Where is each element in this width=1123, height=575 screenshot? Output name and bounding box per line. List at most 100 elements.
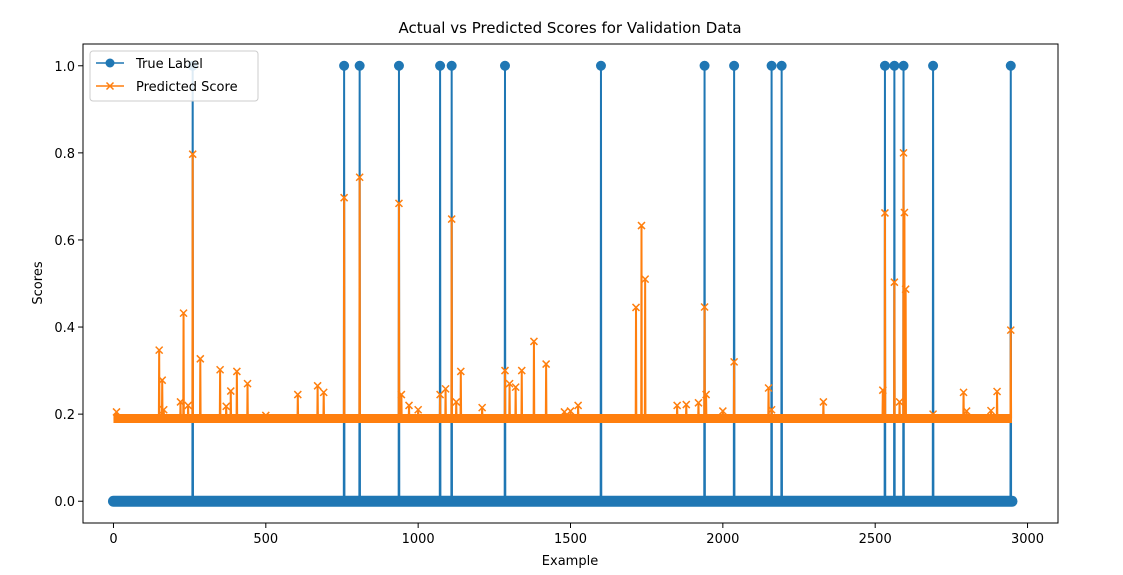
true-label-series xyxy=(107,60,1018,507)
predicted-score-point xyxy=(574,401,583,410)
chart-title: Actual vs Predicted Scores for Validatio… xyxy=(398,19,741,37)
predicted-score-point xyxy=(404,401,414,410)
predicted-score-point xyxy=(232,367,241,376)
legend-label-predicted-score: Predicted Score xyxy=(136,80,238,95)
predicted-score-point xyxy=(986,406,995,415)
y-axis-label: Scores xyxy=(31,261,46,304)
predicted-score-point xyxy=(226,387,235,396)
predicted-score-point xyxy=(112,407,121,416)
plot-area xyxy=(107,60,1018,507)
predicted-score-point xyxy=(900,208,909,217)
predicted-score-point xyxy=(529,337,538,346)
y-axis: 0.0 0.2 0.4 0.6 0.8 1.0 xyxy=(54,60,83,510)
predicted-score-point xyxy=(767,405,776,414)
predicted-score-point xyxy=(500,366,510,375)
legend-marker-true-label xyxy=(105,58,115,68)
predicted-score-point xyxy=(641,275,650,284)
predicted-score-point xyxy=(340,193,349,202)
predicted-score-point xyxy=(179,309,188,318)
y-tick-label: 1.0 xyxy=(54,60,75,75)
predicted-score-series xyxy=(112,148,1015,423)
predicted-score-point xyxy=(447,215,456,224)
predicted-score-point xyxy=(901,285,910,294)
x-tick-label: 500 xyxy=(253,532,278,547)
predicted-score-point xyxy=(959,388,968,397)
true-label-point xyxy=(766,60,777,71)
true-label-point xyxy=(446,60,457,71)
predicted-score-point xyxy=(452,397,461,406)
predicted-score-point xyxy=(899,148,908,157)
predicted-score-point xyxy=(1006,326,1015,335)
true-label-point xyxy=(928,60,939,71)
true-label-point xyxy=(499,60,510,71)
predicted-score-point xyxy=(993,387,1002,396)
predicted-score-point xyxy=(397,390,406,399)
true-label-point xyxy=(595,60,606,71)
y-tick-label: 0.4 xyxy=(54,321,75,336)
predicted-score-point xyxy=(313,381,322,390)
true-label-point xyxy=(435,60,446,71)
true-label-point xyxy=(898,60,909,71)
predicted-score-point xyxy=(261,411,270,420)
predicted-score-point xyxy=(441,384,450,393)
predicted-score-point xyxy=(566,407,575,416)
predicted-score-point xyxy=(673,401,682,410)
predicted-score-point xyxy=(394,199,403,208)
true-label-point xyxy=(339,60,350,71)
predicted-score-point xyxy=(682,400,691,409)
predicted-score-point xyxy=(511,383,520,392)
predicted-score-point xyxy=(196,354,205,363)
predicted-score-point xyxy=(222,402,231,411)
x-tick-label: 1500 xyxy=(554,532,587,547)
true-label-point xyxy=(393,60,404,71)
predicted-score-point xyxy=(355,173,364,182)
predicted-score-point xyxy=(155,346,164,355)
true-label-line xyxy=(113,65,1013,503)
y-tick-label: 0.0 xyxy=(54,495,75,510)
predicted-score-point xyxy=(216,365,225,374)
true-label-point xyxy=(1005,60,1016,71)
true-label-point xyxy=(776,60,787,71)
legend-item-true-label: True Label xyxy=(96,57,203,72)
legend-label-true-label: True Label xyxy=(135,57,203,72)
axes-frame xyxy=(82,43,1059,524)
predicted-score-point xyxy=(718,407,727,416)
true-label-point xyxy=(354,60,365,71)
predicted-score-point xyxy=(637,221,646,230)
legend-box xyxy=(89,50,259,102)
predicted-score-point xyxy=(631,303,641,312)
predicted-score-point xyxy=(895,397,904,406)
predicted-score-line xyxy=(113,152,1013,420)
predicted-score-point xyxy=(730,357,739,366)
predicted-score-point xyxy=(702,390,711,399)
x-tick-label: 0 xyxy=(109,532,117,547)
x-tick-label: 2000 xyxy=(706,532,739,547)
predicted-score-point xyxy=(456,367,465,376)
predicted-score-point xyxy=(880,208,889,217)
x-tick-label: 3000 xyxy=(1011,532,1044,547)
predicted-score-point xyxy=(319,388,328,397)
predicted-score-point xyxy=(890,278,899,287)
true-label-point xyxy=(729,60,740,71)
predicted-score-point xyxy=(243,379,252,388)
predicted-score-point xyxy=(929,410,938,419)
true-label-point xyxy=(699,60,710,71)
predicted-score-point xyxy=(694,398,703,407)
predicted-score-point xyxy=(700,302,709,312)
predicted-score-point xyxy=(414,405,423,414)
predicted-score-point xyxy=(764,383,773,393)
predicted-score-point xyxy=(962,407,971,416)
predicted-score-point xyxy=(505,379,514,388)
legend-item-predicted-score: Predicted Score xyxy=(96,80,238,95)
legend: True Label Predicted Score xyxy=(89,50,259,102)
predicted-score-point xyxy=(159,405,168,414)
legend-marker-predicted-score xyxy=(105,81,115,91)
y-tick-label: 0.2 xyxy=(54,408,75,423)
predicted-score-point xyxy=(878,386,887,395)
x-tick-label: 2500 xyxy=(859,532,892,547)
x-tick-label: 1000 xyxy=(402,532,435,547)
true-label-point xyxy=(889,60,900,71)
predicted-score-point xyxy=(478,403,487,412)
y-tick-label: 0.6 xyxy=(54,234,75,249)
